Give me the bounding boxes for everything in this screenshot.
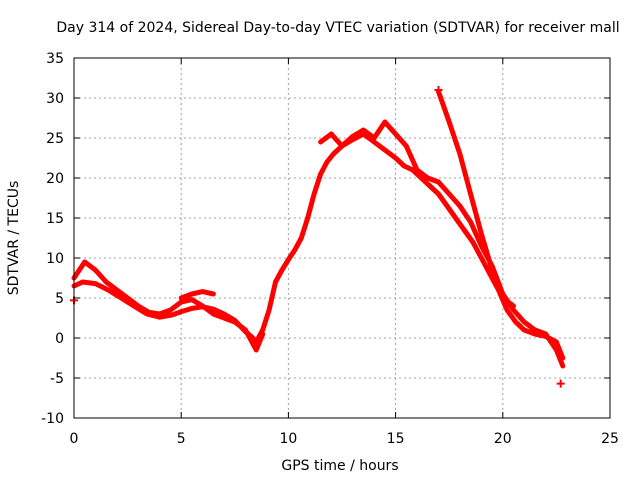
y-tick-label: 5 — [55, 291, 64, 307]
y-tick-label: 35 — [46, 51, 64, 67]
series-group — [70, 86, 566, 388]
y-tick-label: 15 — [46, 211, 64, 227]
series-line-track-5 — [436, 89, 516, 309]
x-tick-label: 25 — [601, 431, 619, 447]
x-tick-label: 20 — [494, 431, 512, 447]
x-axis-label: GPS time / hours — [281, 458, 398, 474]
x-tick-label: 5 — [177, 431, 186, 447]
y-tick-label: 20 — [46, 171, 64, 187]
plot-frame — [73, 57, 611, 419]
y-tick-label: -5 — [50, 371, 64, 387]
tick-group: 0 5 10 15 20 25 -10 -5 0 5 10 15 20 25 30 35 — [41, 51, 619, 447]
x-tick-label: 0 — [70, 431, 79, 447]
y-tick-label: 0 — [55, 331, 64, 347]
grid-lines — [74, 58, 610, 418]
series-line-track-4 — [318, 119, 566, 369]
series-line-track-2 — [71, 259, 266, 353]
data-point-marker — [434, 86, 443, 94]
series-line-track-3 — [178, 289, 216, 301]
y-tick-label: 10 — [46, 251, 64, 267]
chart-title: Day 314 of 2024, Sidereal Day-to-day VTE… — [56, 20, 619, 36]
y-axis-label: SDTVAR / TECUs — [6, 181, 22, 296]
y-tick-label: -10 — [41, 411, 64, 427]
series-line-track-1 — [71, 131, 566, 361]
data-point-marker — [556, 379, 565, 388]
y-tick-label: 30 — [46, 91, 64, 107]
x-tick-label: 10 — [279, 431, 297, 447]
y-tick-label: 25 — [46, 131, 64, 147]
x-tick-label: 15 — [387, 431, 405, 447]
